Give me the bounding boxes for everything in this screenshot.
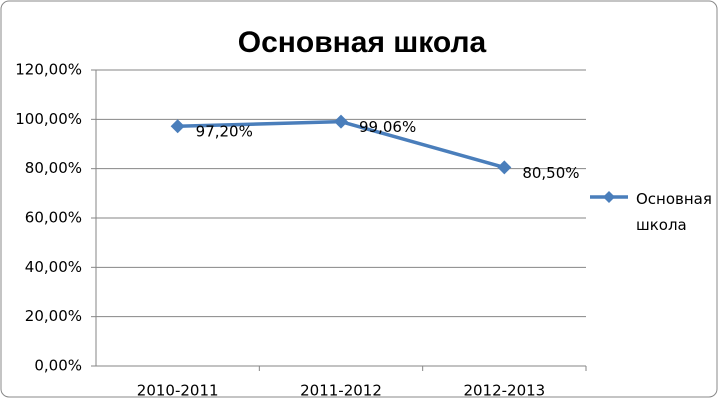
x-tick-label: 2010-2011 [137, 382, 219, 400]
legend-label: Основная школа [636, 190, 712, 234]
y-tick-label: 40,00% [25, 258, 82, 276]
data-point [497, 160, 512, 175]
y-tick-label: 100,00% [15, 110, 82, 128]
y-tick-label: 120,00% [15, 61, 82, 79]
data-label: 80,50% [522, 164, 579, 182]
data-label: 97,20% [196, 123, 253, 141]
y-tick-label: 20,00% [25, 307, 82, 325]
data-label: 99,06% [359, 118, 416, 136]
chart-border [0, 0, 718, 398]
data-point [170, 119, 185, 134]
y-tick-label: 0,00% [34, 357, 82, 375]
y-tick-label: 80,00% [25, 159, 82, 177]
data-point [334, 114, 348, 129]
chart-title: Основная школа [238, 26, 487, 59]
legend-marker [603, 191, 615, 203]
x-tick-label: 2012-2013 [463, 382, 545, 400]
x-tick-label: 2011-2012 [300, 382, 382, 400]
y-tick-label: 60,00% [25, 209, 82, 227]
